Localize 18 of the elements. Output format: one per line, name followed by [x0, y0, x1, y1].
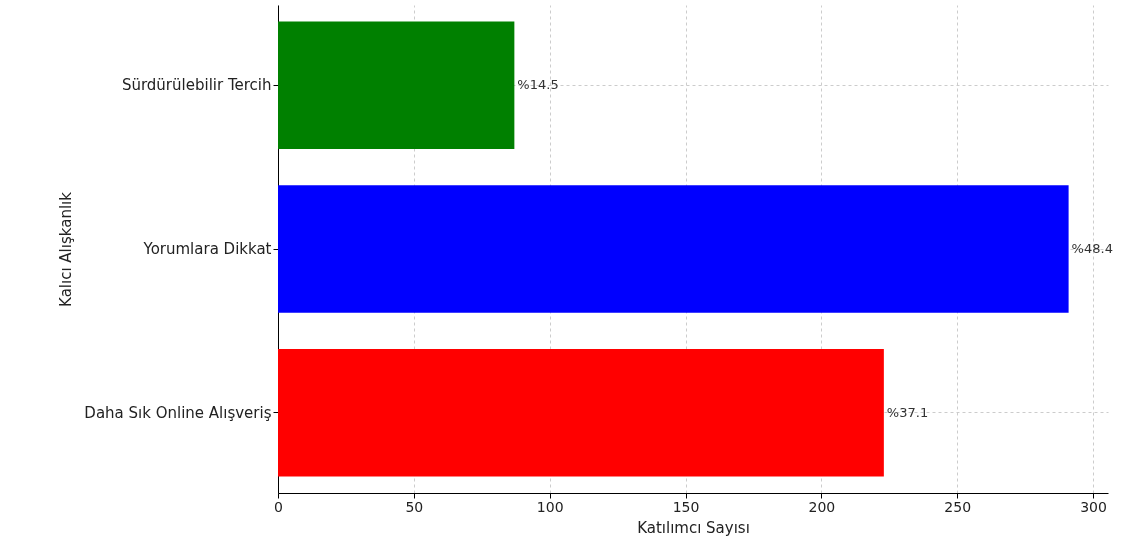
annotation: %14.5 [517, 77, 559, 93]
annotation: %37.1 [886, 404, 929, 420]
x-tick-label: 300 [1080, 498, 1107, 515]
bar [278, 348, 884, 477]
y-tick-label: Daha Sık Online Alışveriş [84, 403, 272, 422]
x-tick-label: 150 [672, 498, 700, 515]
x-axis-title: Katılımcı Sayısı [637, 518, 750, 537]
annotation: %48.4 [1071, 241, 1113, 256]
bar [278, 21, 515, 150]
y-tick-label: Yorumlara Dikkat [142, 240, 272, 258]
x-tick-label: 100 [536, 498, 564, 515]
bar [278, 185, 1069, 313]
x-tick-label: 0 [274, 498, 283, 515]
y-tick-label: Sürdürülebilir Tercih [121, 76, 272, 95]
y-axis-title: Kalıcı Alışkanlık [57, 191, 76, 307]
x-tick-label: 200 [808, 498, 836, 515]
x-tick-label: 250 [944, 498, 972, 515]
x-tick-label: 50 [405, 498, 424, 515]
